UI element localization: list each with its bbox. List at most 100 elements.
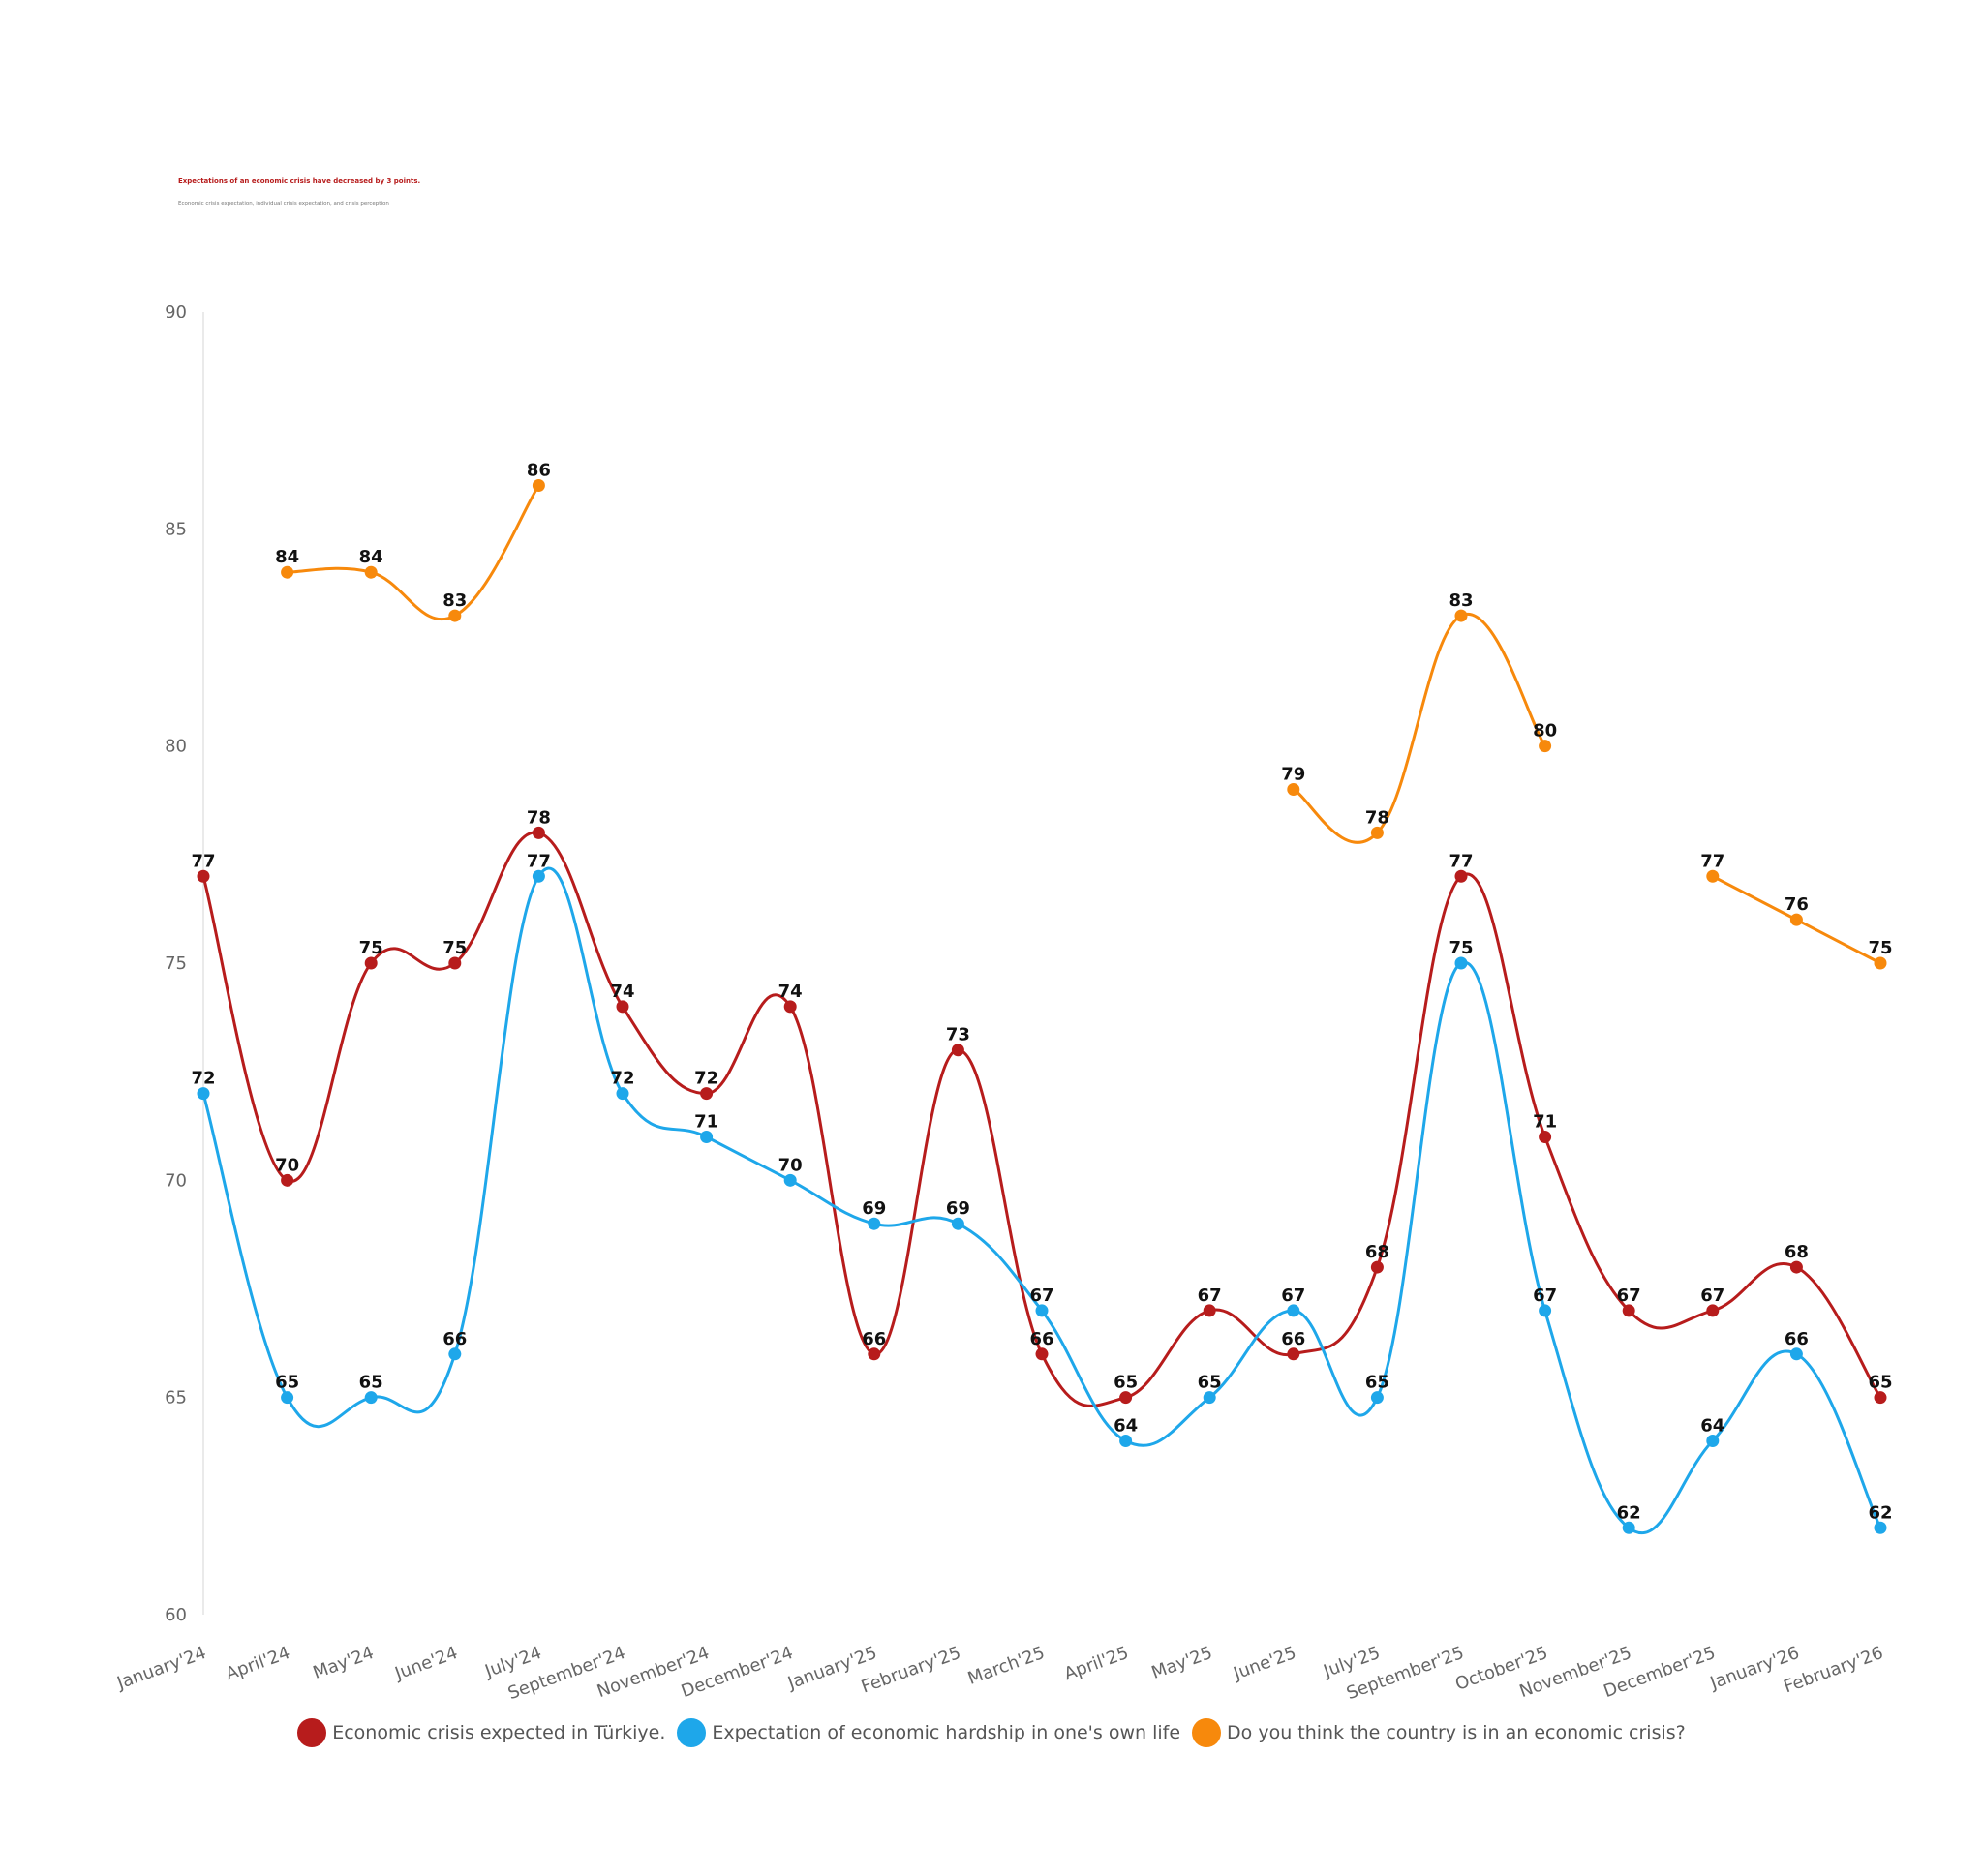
series-points bbox=[197, 478, 1887, 1534]
data-label: 62 bbox=[1617, 1502, 1641, 1523]
legend-swatch bbox=[1192, 1718, 1222, 1747]
data-point[interactable] bbox=[951, 1217, 964, 1230]
data-point[interactable] bbox=[448, 609, 462, 622]
data-point[interactable] bbox=[1287, 783, 1300, 797]
data-label: 78 bbox=[1365, 807, 1389, 828]
legend-item-crisis-expected[interactable]: Economic crisis expected in Türkiye. bbox=[297, 1718, 665, 1747]
data-point[interactable] bbox=[1874, 956, 1887, 970]
data-point[interactable] bbox=[1789, 1260, 1803, 1274]
legend-label: Expectation of economic hardship in one'… bbox=[712, 1722, 1181, 1743]
legend-item-own-hardship[interactable]: Expectation of economic hardship in one'… bbox=[677, 1718, 1180, 1747]
data-point[interactable] bbox=[532, 478, 545, 492]
data-point[interactable] bbox=[700, 1087, 714, 1101]
data-label: 80 bbox=[1533, 721, 1557, 741]
data-point[interactable] bbox=[1287, 1304, 1300, 1317]
series-line bbox=[201, 866, 1882, 1535]
legend: Economic crisis expected in Türkiye. Exp… bbox=[0, 1718, 1983, 1747]
data-point[interactable] bbox=[1874, 1521, 1887, 1534]
legend-item-country-in-crisis[interactable]: Do you think the country is in an econom… bbox=[1192, 1718, 1686, 1747]
data-point[interactable] bbox=[532, 869, 545, 883]
data-point[interactable] bbox=[1539, 1304, 1552, 1317]
data-label: 72 bbox=[610, 1069, 634, 1089]
data-point[interactable] bbox=[783, 1173, 797, 1187]
data-point[interactable] bbox=[281, 1391, 294, 1405]
data-label: 79 bbox=[1281, 765, 1305, 785]
x-tick-label: April'25 bbox=[1061, 1643, 1131, 1684]
data-label: 66 bbox=[1281, 1329, 1305, 1349]
data-point[interactable] bbox=[1454, 956, 1468, 970]
x-tick-label: May'24 bbox=[311, 1643, 377, 1683]
data-point[interactable] bbox=[1539, 740, 1552, 753]
data-point[interactable] bbox=[281, 1173, 294, 1187]
legend-label: Do you think the country is in an econom… bbox=[1227, 1722, 1686, 1743]
data-point[interactable] bbox=[1370, 1391, 1384, 1405]
data-point[interactable] bbox=[1454, 869, 1468, 883]
data-point[interactable] bbox=[1203, 1304, 1216, 1317]
data-label: 70 bbox=[778, 1155, 803, 1175]
data-label: 67 bbox=[1281, 1286, 1305, 1306]
data-point[interactable] bbox=[1539, 1130, 1552, 1143]
data-label: 72 bbox=[694, 1069, 718, 1089]
data-label: 64 bbox=[1700, 1416, 1724, 1437]
data-label: 67 bbox=[1617, 1286, 1641, 1306]
data-point[interactable] bbox=[1119, 1435, 1133, 1448]
data-point[interactable] bbox=[1454, 609, 1468, 622]
data-label: 73 bbox=[946, 1025, 970, 1045]
data-label: 65 bbox=[1365, 1373, 1389, 1393]
data-label: 66 bbox=[1785, 1329, 1809, 1349]
data-point[interactable] bbox=[1789, 913, 1803, 926]
data-point[interactable] bbox=[1287, 1347, 1300, 1361]
y-tick-label: 90 bbox=[165, 302, 187, 322]
x-tick-label: March'25 bbox=[965, 1643, 1048, 1689]
series-line bbox=[1292, 612, 1546, 844]
data-point[interactable] bbox=[1370, 1260, 1384, 1274]
data-point[interactable] bbox=[1622, 1521, 1635, 1534]
data-point[interactable] bbox=[1622, 1304, 1635, 1317]
data-point[interactable] bbox=[281, 565, 294, 579]
data-point[interactable] bbox=[1035, 1347, 1049, 1361]
data-point[interactable] bbox=[1706, 1304, 1720, 1317]
series-lines bbox=[201, 484, 1882, 1535]
data-label: 65 bbox=[275, 1373, 299, 1393]
data-label: 67 bbox=[1700, 1286, 1724, 1306]
data-label: 70 bbox=[275, 1155, 299, 1175]
data-point[interactable] bbox=[448, 956, 462, 970]
data-label: 67 bbox=[1029, 1286, 1053, 1306]
data-point[interactable] bbox=[1119, 1391, 1133, 1405]
data-label: 84 bbox=[359, 547, 383, 567]
data-point[interactable] bbox=[1789, 1347, 1803, 1361]
data-point[interactable] bbox=[1874, 1391, 1887, 1405]
data-point[interactable] bbox=[783, 1000, 797, 1014]
x-tick-label: June'25 bbox=[1230, 1643, 1298, 1684]
data-label: 72 bbox=[191, 1069, 215, 1089]
data-point[interactable] bbox=[700, 1130, 714, 1143]
data-point[interactable] bbox=[1203, 1391, 1216, 1405]
data-point[interactable] bbox=[1370, 826, 1384, 839]
data-point[interactable] bbox=[616, 1087, 629, 1101]
series-line bbox=[287, 484, 540, 621]
data-label: 71 bbox=[1533, 1111, 1557, 1132]
legend-swatch bbox=[677, 1718, 707, 1747]
data-point[interactable] bbox=[1706, 869, 1720, 883]
data-point[interactable] bbox=[616, 1000, 629, 1014]
data-label: 62 bbox=[1868, 1502, 1892, 1523]
data-point[interactable] bbox=[868, 1217, 881, 1230]
x-tick-label: May'25 bbox=[1149, 1643, 1215, 1683]
x-tick-label: June'24 bbox=[391, 1643, 460, 1684]
x-tick-label: January'24 bbox=[113, 1643, 208, 1694]
data-point[interactable] bbox=[1706, 1435, 1720, 1448]
data-point[interactable] bbox=[197, 1087, 210, 1101]
data-point[interactable] bbox=[197, 869, 210, 883]
data-point[interactable] bbox=[951, 1044, 964, 1057]
data-point[interactable] bbox=[364, 565, 378, 579]
y-tick-label: 65 bbox=[165, 1388, 187, 1408]
data-label: 65 bbox=[1198, 1373, 1222, 1393]
data-point[interactable] bbox=[868, 1347, 881, 1361]
data-point[interactable] bbox=[364, 1391, 378, 1405]
data-label: 74 bbox=[610, 982, 634, 1002]
data-point[interactable] bbox=[532, 826, 545, 839]
data-point[interactable] bbox=[448, 1347, 462, 1361]
data-label: 77 bbox=[527, 851, 551, 871]
data-point[interactable] bbox=[364, 956, 378, 970]
data-point[interactable] bbox=[1035, 1304, 1049, 1317]
